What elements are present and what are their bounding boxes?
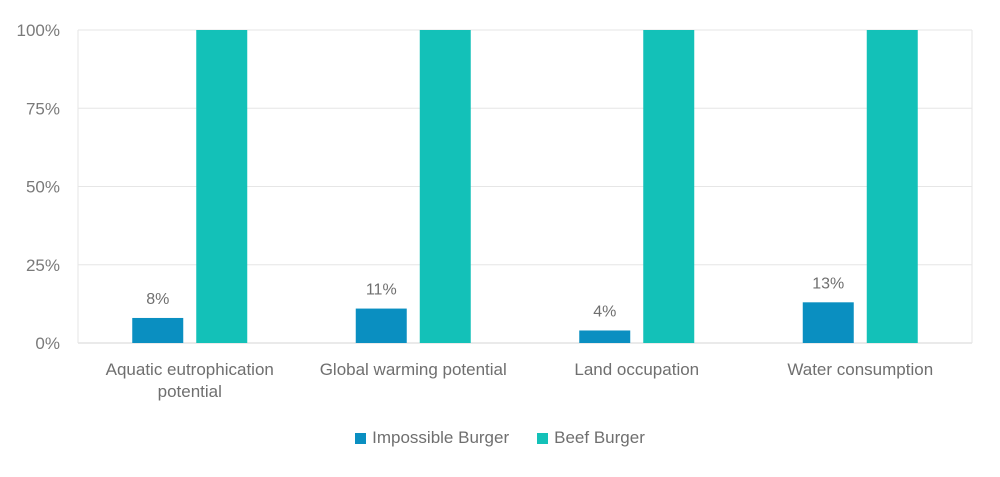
bar-impossible-burger: [579, 330, 631, 343]
bar-beef-burger: [419, 30, 471, 343]
legend-label-beef: Beef Burger: [554, 428, 645, 447]
data-label: 4%: [593, 303, 616, 320]
category-label: Global warming potential: [320, 360, 507, 379]
legend-swatch-beef: [537, 432, 549, 444]
legend-item-beef: Beef Burger: [537, 428, 645, 448]
chart-legend: Impossible Burger Beef Burger: [0, 428, 1000, 448]
category-label: Water consumption: [787, 360, 933, 379]
legend-item-impossible: Impossible Burger: [355, 428, 509, 448]
bar-beef-burger: [196, 30, 248, 343]
legend-label-impossible: Impossible Burger: [372, 428, 510, 447]
category-label: Land occupation: [574, 360, 699, 379]
y-tick-label: 25%: [26, 256, 60, 275]
data-label: 11%: [366, 282, 397, 299]
bar-impossible-burger: [355, 308, 407, 343]
bar-impossible-burger: [132, 317, 184, 343]
data-label: 13%: [812, 275, 844, 292]
category-label: Aquatic eutrophication potential: [106, 360, 274, 401]
bar-beef-burger: [643, 30, 695, 343]
y-tick-label: 100%: [17, 21, 60, 40]
bar-impossible-burger: [802, 302, 854, 343]
legend-swatch-impossible: [355, 432, 367, 444]
y-tick-label: 0%: [35, 334, 60, 353]
y-tick-label: 75%: [26, 99, 60, 118]
y-tick-label: 50%: [26, 178, 60, 197]
bar-beef-burger: [866, 30, 918, 343]
data-label: 8%: [146, 291, 169, 308]
